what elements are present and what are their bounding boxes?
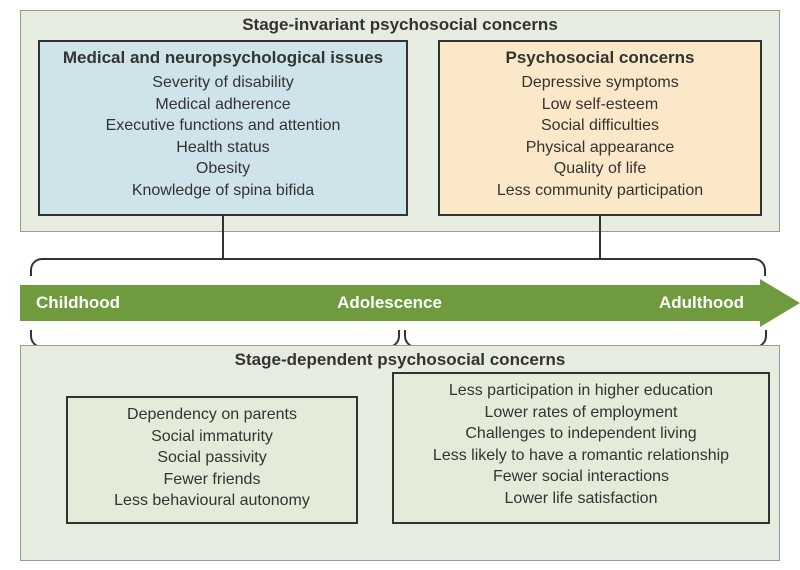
adulthood-box: Less participation in higher educationLo… <box>392 372 770 524</box>
timeline-label-adolescence: Adolescence <box>337 293 442 313</box>
childhood-box: Dependency on parentsSocial immaturitySo… <box>66 396 358 524</box>
medical-box-item: Knowledge of spina bifida <box>48 180 398 202</box>
timeline-arrow-head <box>760 279 800 327</box>
adulthood-box-item: Fewer social interactions <box>402 466 760 488</box>
psychosocial-box-item: Depressive symptoms <box>448 72 752 94</box>
childhood-box-item: Social passivity <box>76 447 348 469</box>
medical-box-title: Medical and neuropsychological issues <box>48 48 398 68</box>
adulthood-box-item: Less participation in higher education <box>402 380 760 402</box>
childhood-box-item: Less behavioural autonomy <box>76 490 348 512</box>
adulthood-box-item: Challenges to independent living <box>402 423 760 445</box>
connector-top-right <box>599 216 601 258</box>
psychosocial-box: Psychosocial concerns Depressive symptoms… <box>438 40 762 216</box>
psychosocial-box-title: Psychosocial concerns <box>448 48 752 68</box>
medical-box-item: Severity of disability <box>48 72 398 94</box>
childhood-box-item: Social immaturity <box>76 426 348 448</box>
top-panel-title: Stage-invariant psychosocial concerns <box>21 11 779 41</box>
bracket-top <box>30 258 766 276</box>
adulthood-box-item: Lower life satisfaction <box>402 488 760 510</box>
adulthood-box-item: Less likely to have a romantic relations… <box>402 445 760 467</box>
psychosocial-box-item: Social difficulties <box>448 115 752 137</box>
medical-box-item: Executive functions and attention <box>48 115 398 137</box>
timeline-label-adulthood: Adulthood <box>659 293 744 313</box>
connector-top-left <box>222 216 224 258</box>
psychosocial-box-item: Physical appearance <box>448 137 752 159</box>
medical-box-item: Obesity <box>48 158 398 180</box>
psychosocial-box-item: Low self-esteem <box>448 94 752 116</box>
childhood-box-item: Dependency on parents <box>76 404 348 426</box>
childhood-box-item: Fewer friends <box>76 469 348 491</box>
timeline-arrow: Childhood Adolescence Adulthood <box>20 285 760 321</box>
timeline-label-childhood: Childhood <box>36 293 120 313</box>
medical-box-item: Medical adherence <box>48 94 398 116</box>
medical-box-item: Health status <box>48 137 398 159</box>
psychosocial-box-item: Less community participation <box>448 180 752 202</box>
medical-box: Medical and neuropsychological issues Sev… <box>38 40 408 216</box>
psychosocial-box-item: Quality of life <box>448 158 752 180</box>
adulthood-box-item: Lower rates of employment <box>402 402 760 424</box>
